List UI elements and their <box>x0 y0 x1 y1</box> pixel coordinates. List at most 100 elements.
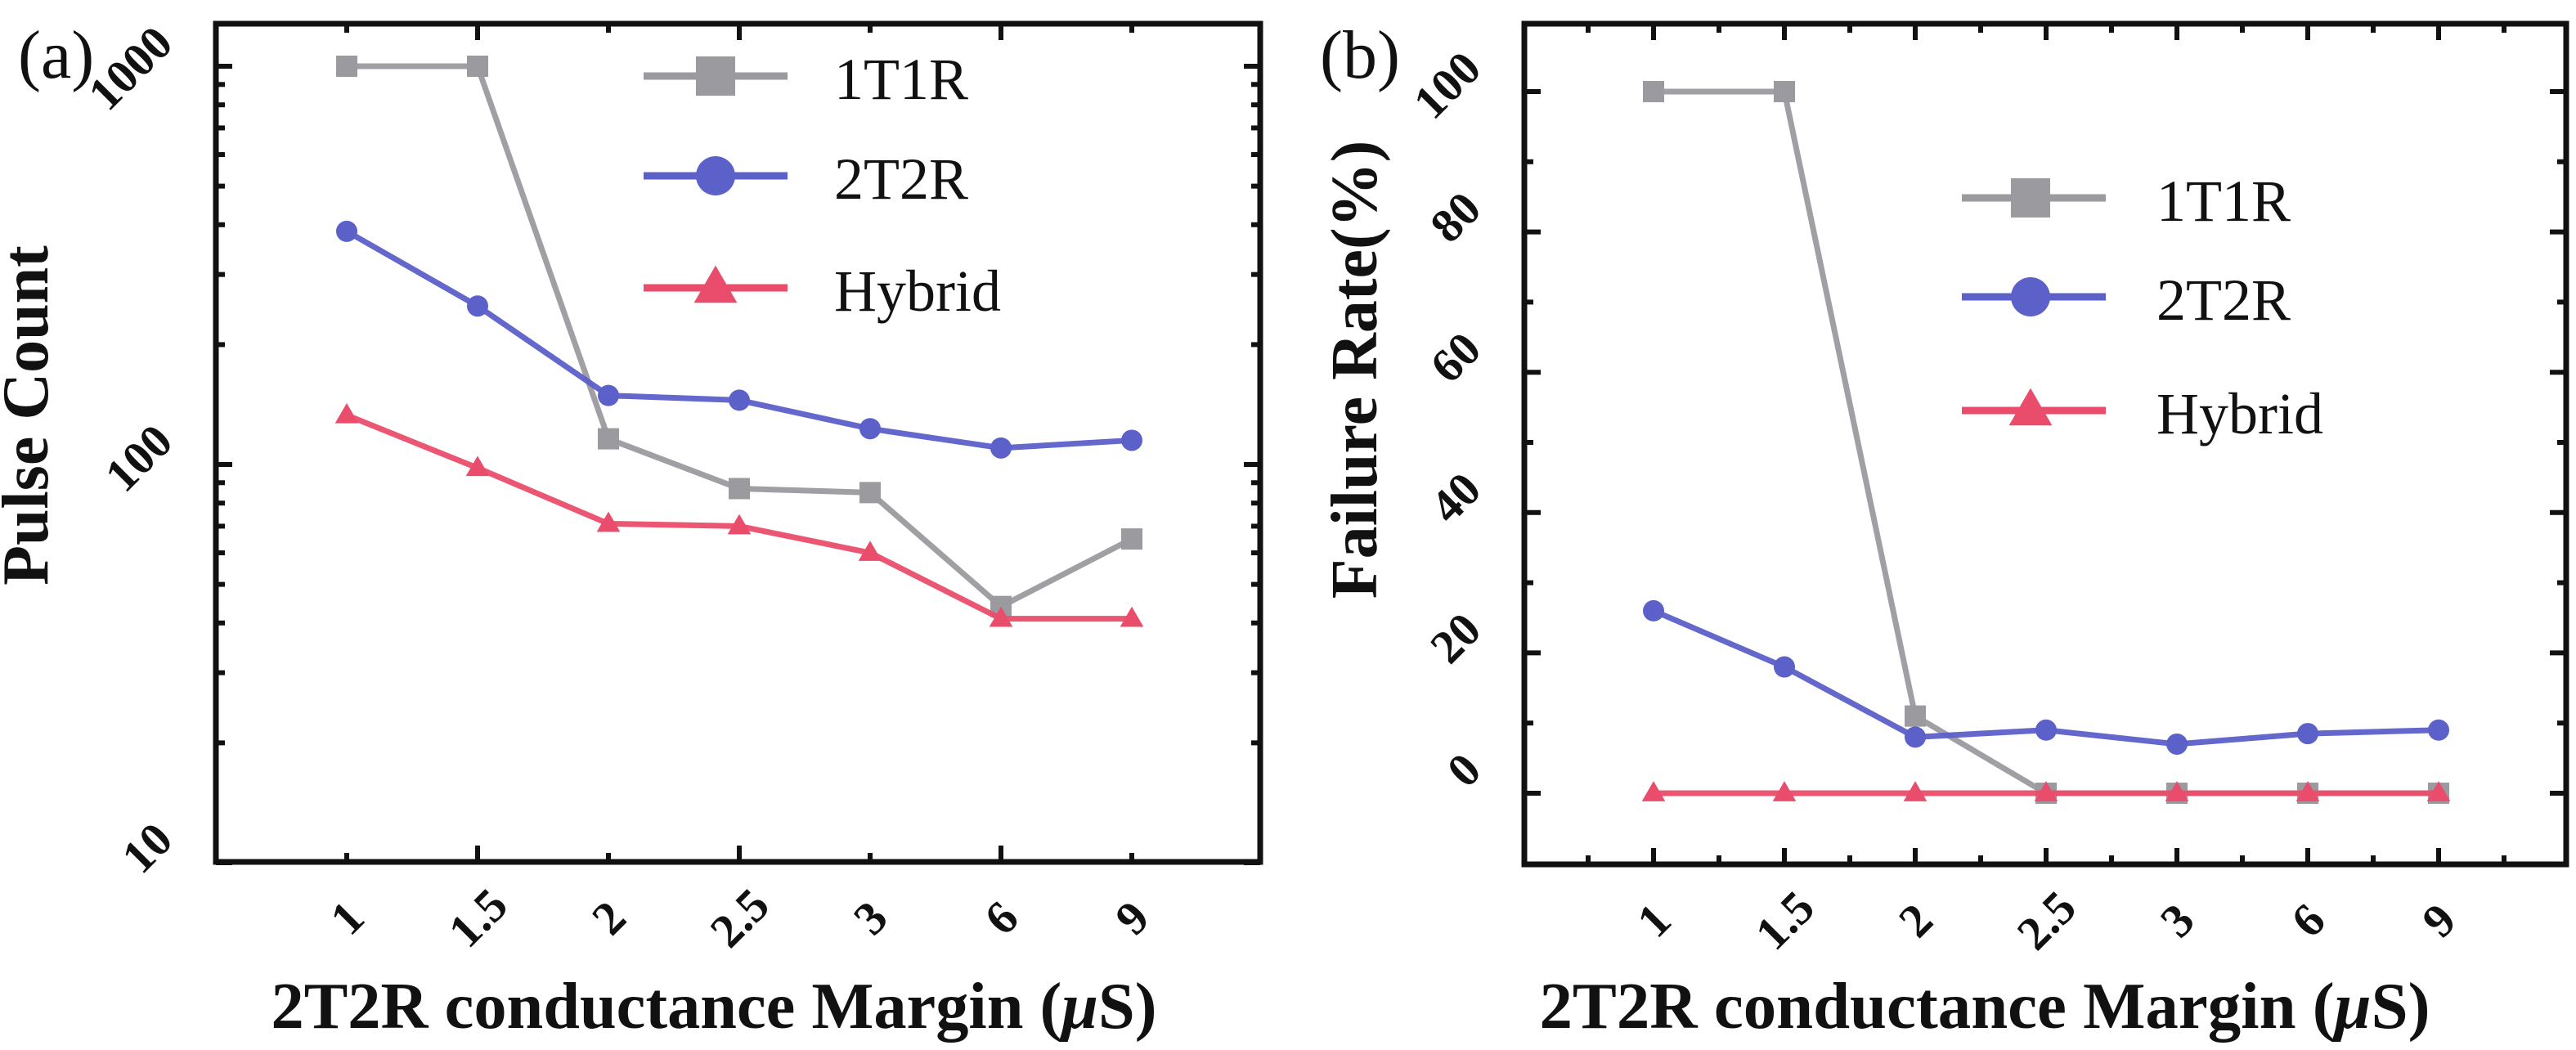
legend-item-hybrid: Hybrid <box>1962 381 2323 446</box>
y-tick-label: 20 <box>1420 603 1491 674</box>
data-point <box>2034 781 2058 801</box>
x-tick-label: 1.5 <box>1745 881 1824 960</box>
data-point <box>596 511 621 532</box>
x-tick-label: 1.5 <box>438 878 518 958</box>
legend-label: Hybrid <box>2156 381 2323 446</box>
legend-marker-triangle-icon <box>693 265 738 303</box>
data-point <box>1774 81 1795 102</box>
panel-b-x-tick-labels: 1 1.5 2 2.5 3 6 9 <box>1627 881 2466 960</box>
data-point <box>334 402 359 424</box>
panel-a-x-axis-title: 2T2R conductance Margin (μS) <box>272 971 1157 1043</box>
legend-item-hybrid: Hybrid <box>644 258 1001 324</box>
panel-b-legend: 1T1R 2T2R Hybrid <box>1962 168 2323 446</box>
data-point <box>1772 781 1797 801</box>
data-point <box>1643 599 1664 621</box>
x-tick-label: 9 <box>1105 891 1159 945</box>
data-point <box>1121 528 1142 550</box>
x-tick-label: 2 <box>581 891 635 945</box>
data-point <box>2035 719 2057 741</box>
panel-a-legend: 1T1R 2T2R Hybrid <box>644 47 1001 324</box>
data-point <box>336 56 357 77</box>
legend-marker-square-icon <box>2011 178 2050 218</box>
series-1t1r <box>336 56 1142 617</box>
data-point <box>465 455 490 477</box>
data-point <box>1121 429 1142 451</box>
panel-a-label: (a) <box>18 17 94 93</box>
y-tick-label: 40 <box>1420 462 1491 533</box>
y-tick-label: 60 <box>1420 321 1491 393</box>
legend-item-2t2r: 2T2R <box>644 146 968 212</box>
data-point <box>729 389 750 411</box>
x-tick-label: 9 <box>2412 893 2466 947</box>
data-point <box>467 56 488 77</box>
legend-label: 2T2R <box>834 146 968 212</box>
data-point <box>859 418 881 440</box>
panel-a-pulse-count-chart: (a) Pulse Count 2T2R conductance Margin … <box>0 16 1263 1043</box>
panel-a-series <box>334 56 1144 627</box>
y-tick-label: 0 <box>1437 743 1491 796</box>
data-point <box>729 478 750 500</box>
data-point <box>2166 733 2188 755</box>
panel-b-x-axis-title: 2T2R conductance Margin (μS) <box>1540 971 2430 1043</box>
data-point <box>598 428 619 450</box>
data-point <box>2296 781 2320 801</box>
legend-marker-square-icon <box>696 56 735 96</box>
series-line <box>345 228 1133 451</box>
data-point <box>1903 781 1928 801</box>
panel-b-label: (b) <box>1320 17 1400 93</box>
data-point <box>1774 656 1795 678</box>
panel-a-x-tick-labels: 1 1.5 2 2.5 3 6 9 <box>320 878 1159 958</box>
legend-item-1t1r: 1T1R <box>644 47 968 112</box>
data-point <box>990 437 1012 459</box>
x-tick-label: 1 <box>1627 893 1681 947</box>
data-point <box>598 384 619 406</box>
x-tick-label: 2.5 <box>700 878 779 958</box>
legend-label: Hybrid <box>834 258 1001 324</box>
x-tick-label: 6 <box>974 891 1028 945</box>
legend-marker-triangle-icon <box>2008 388 2053 426</box>
data-point <box>2297 723 2318 745</box>
panel-b-failure-rate-chart: (b) Failure Rate(%) 2T2R conductance Mar… <box>1319 17 2569 1043</box>
data-point <box>859 482 881 504</box>
y-tick-label: 100 <box>1403 41 1491 128</box>
data-point <box>2426 781 2451 801</box>
x-tick-label: 3 <box>2150 893 2204 947</box>
data-point <box>1905 726 1926 748</box>
data-point <box>467 295 488 317</box>
legend-item-1t1r: 1T1R <box>1962 168 2291 234</box>
panel-b-y-axis-title: Failure Rate(%) <box>1319 141 1391 599</box>
y-tick-label: 100 <box>95 414 182 501</box>
data-point <box>1905 705 1926 727</box>
data-point <box>1643 81 1664 102</box>
legend-label: 2T2R <box>2156 267 2291 333</box>
panel-b-plot-frame <box>1521 20 2569 868</box>
data-point <box>336 220 357 242</box>
x-tick-label: 2.5 <box>2007 881 2086 960</box>
y-tick-label: 10 <box>111 812 182 883</box>
data-point <box>2165 781 2189 801</box>
series-hybrid <box>334 402 1144 627</box>
panel-b-series <box>1641 81 2451 804</box>
legend-label: 1T1R <box>2156 168 2291 234</box>
data-point <box>1641 781 1666 801</box>
legend-label: 1T1R <box>834 47 968 112</box>
x-tick-label: 6 <box>2281 893 2335 947</box>
series-hybrid <box>1641 781 2451 801</box>
data-point <box>858 541 882 561</box>
x-tick-label: 1 <box>320 891 374 945</box>
y-tick-label: 80 <box>1420 182 1491 253</box>
legend-item-2t2r: 2T2R <box>1962 267 2291 333</box>
panel-b-y-tick-labels: 0 20 40 60 80 100 <box>1403 41 1491 796</box>
legend-marker-circle-icon <box>2011 277 2050 316</box>
x-tick-label: 2 <box>1888 893 1942 947</box>
data-point <box>1120 606 1144 627</box>
legend-marker-circle-icon <box>696 156 735 195</box>
data-point <box>727 514 752 535</box>
series-2t2r <box>336 220 1142 459</box>
data-point <box>2428 719 2449 741</box>
data-point <box>989 606 1013 627</box>
panel-a-plot-frame <box>213 20 1263 865</box>
x-tick-label: 3 <box>843 891 897 945</box>
